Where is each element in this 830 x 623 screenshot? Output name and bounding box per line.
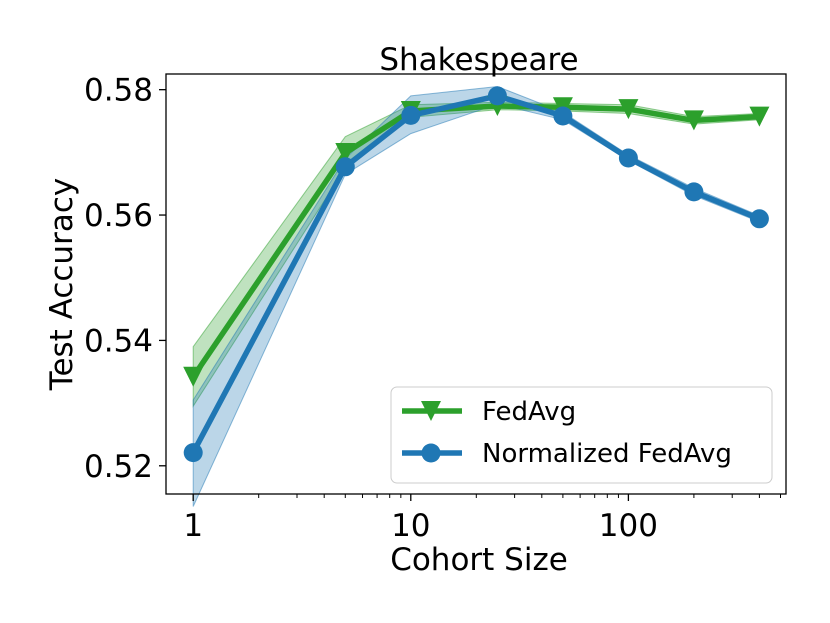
normalized-fedavg-point	[487, 86, 507, 106]
legend-box	[390, 386, 773, 484]
x-tick-label: 1	[183, 508, 203, 544]
legend-fedavg-label: FedAvg	[482, 397, 576, 427]
x-axis-ticks: 1 10 100	[183, 494, 781, 544]
y-tick-label: 0.54	[84, 323, 153, 359]
normalized-fedavg-point	[183, 443, 203, 463]
normalized-fedavg-line	[190, 93, 761, 454]
normalized-fedavg-point	[618, 148, 638, 168]
y-axis-label: Test Accuracy	[44, 178, 80, 391]
y-axis-ticks: 0.52 0.54 0.56 0.58	[84, 73, 166, 485]
y-tick-label: 0.56	[84, 198, 153, 234]
x-tick-label: 10	[391, 508, 430, 544]
legend-fedavg-marker	[421, 401, 441, 421]
y-tick-label: 0.52	[84, 449, 153, 485]
fedavg-point	[183, 366, 204, 387]
x-axis-label: Cohort Size	[390, 542, 568, 578]
chart-title: Shakespeare	[379, 42, 578, 78]
series-markers	[183, 86, 770, 463]
fedavg-point	[749, 106, 770, 127]
y-tick-label: 0.58	[84, 73, 153, 109]
normalized-fedavg-point	[335, 157, 355, 177]
legend-normalized-marker	[421, 443, 441, 463]
series-lines	[190, 93, 761, 454]
normalized-fedavg-point	[401, 105, 421, 125]
normalized-fedavg-point	[749, 209, 769, 229]
fedavg-point	[618, 99, 639, 120]
fedavg-point	[335, 143, 356, 163]
normalized-fedavg-point	[553, 106, 573, 126]
fedavg-point	[683, 110, 704, 131]
x-tick-label: 100	[599, 508, 658, 544]
normalized-fedavg-point	[684, 182, 704, 202]
legend: FedAvg Normalized FedAvg	[390, 386, 773, 484]
legend-normalized-label: Normalized FedAvg	[482, 439, 732, 469]
